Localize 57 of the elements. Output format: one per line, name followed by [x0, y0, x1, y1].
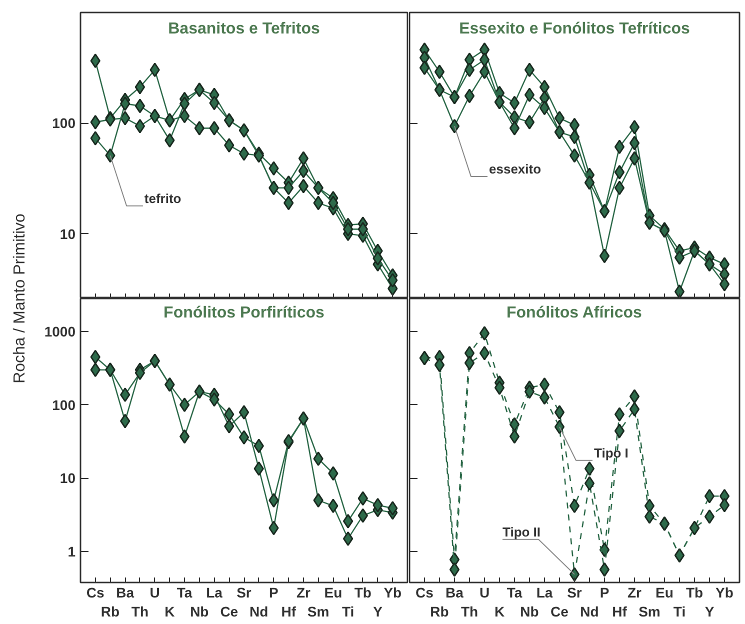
x-tick-label: U [479, 584, 490, 600]
annotation: tefrito [144, 190, 182, 206]
x-tick-label: Ta [176, 584, 192, 600]
x-tick-label: Nb [520, 604, 539, 620]
y-tick-label: 100 [52, 115, 76, 132]
chart-title: Fonólitos Porfiríticos [164, 304, 325, 322]
x-tick-label: Ti [673, 604, 686, 620]
x-tick-label: U [150, 584, 160, 600]
x-tick-label: Ce [550, 604, 569, 620]
x-tick-label: Cs [416, 584, 434, 600]
x-tick-label: Zr [296, 584, 312, 600]
x-tick-label: Tb [686, 584, 704, 600]
y-tick-label: 1 [68, 544, 76, 560]
x-tick-label: Th [460, 604, 478, 620]
y-axis-title: Rocha / Manto Primitivo [11, 213, 28, 384]
x-tick-label: Eu [324, 584, 342, 600]
x-tick-label: Nd [250, 604, 268, 620]
x-tick-label: Yb [716, 584, 734, 600]
x-tick-label: Th [131, 604, 149, 620]
x-tick-label: La [536, 584, 553, 600]
x-tick-label: K [494, 604, 505, 620]
x-tick-label: Sr [236, 584, 252, 600]
y-tick-label: 10 [60, 226, 76, 242]
x-tick-label: Ta [506, 584, 522, 600]
x-tick-label: Sm [638, 604, 660, 620]
x-tick-label: Y [704, 604, 715, 620]
y-tick-label: 100 [52, 396, 76, 413]
annotation: essexito [489, 162, 542, 177]
annotation: Tipo II [502, 524, 541, 540]
annotation: Tipo I [594, 445, 628, 460]
x-tick-label: Cs [86, 584, 105, 600]
x-tick-label: P [600, 584, 610, 600]
x-tick-label: Sm [307, 604, 330, 620]
x-tick-label: Rb [100, 604, 120, 620]
x-tick-label: Zr [628, 584, 642, 600]
x-tick-label: Hf [612, 604, 628, 620]
y-tick-label: 10 [60, 470, 76, 486]
chart-title: Fonólitos Afíricos [506, 304, 642, 322]
x-tick-label: La [206, 584, 223, 600]
chart-title: Essexito e Fonólitos Tefríticos [459, 20, 690, 38]
x-tick-label: Ba [446, 584, 464, 600]
x-tick-label: P [269, 584, 278, 600]
x-tick-label: Yb [384, 584, 402, 600]
x-tick-label: Y [373, 604, 384, 620]
x-tick-label: Ba [116, 584, 134, 600]
x-tick-label: Ti [342, 604, 354, 620]
x-tick-label: Nd [580, 604, 599, 620]
x-tick-label: Ce [220, 604, 238, 620]
x-tick-label: K [164, 604, 175, 620]
y-tick-label: 1000 [44, 323, 76, 340]
x-tick-label: Eu [656, 584, 674, 600]
x-tick-label: Tb [354, 584, 372, 600]
x-tick-label: Hf [281, 604, 296, 620]
chart-title: Basanitos e Tefritos [168, 20, 320, 38]
x-tick-label: Sr [567, 584, 582, 600]
x-tick-label: Nb [190, 604, 209, 620]
x-tick-label: Rb [430, 604, 449, 620]
